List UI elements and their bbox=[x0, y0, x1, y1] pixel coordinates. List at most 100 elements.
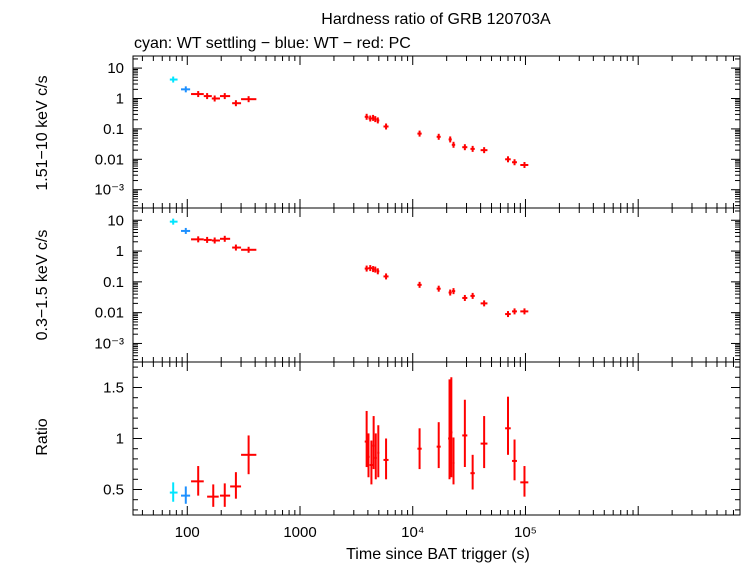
data-point bbox=[520, 466, 529, 497]
data-point bbox=[470, 145, 475, 152]
data-point bbox=[520, 308, 529, 315]
data-point bbox=[211, 95, 220, 102]
data-point bbox=[181, 86, 191, 93]
data-point bbox=[505, 156, 511, 163]
data-point bbox=[211, 237, 220, 244]
panel-frame bbox=[132, 55, 741, 209]
data-point bbox=[203, 236, 212, 243]
data-point bbox=[219, 93, 231, 100]
data-point bbox=[448, 289, 452, 296]
data-point bbox=[451, 141, 456, 148]
x-tick-label: 100 bbox=[175, 524, 200, 541]
data-point bbox=[372, 416, 375, 470]
data-point bbox=[367, 433, 370, 478]
data-point bbox=[480, 147, 488, 154]
data-point bbox=[203, 93, 212, 100]
y-tick-label: 0.01 bbox=[95, 151, 124, 168]
data-point bbox=[169, 76, 178, 83]
data-point bbox=[371, 266, 375, 273]
x-tick-label: 10⁴ bbox=[401, 524, 424, 541]
y-tick-label: 0.01 bbox=[95, 305, 124, 322]
x-tick-label: 1000 bbox=[283, 524, 316, 541]
data-point bbox=[470, 454, 475, 490]
data-point bbox=[191, 91, 204, 98]
y-tick-label: 10⁻³ bbox=[94, 182, 124, 199]
y-tick-label: 1 bbox=[116, 90, 124, 107]
y-tick-label: 1 bbox=[116, 431, 124, 448]
data-point bbox=[191, 466, 204, 496]
panel-frame bbox=[132, 207, 741, 363]
data-point bbox=[436, 285, 441, 292]
data-point bbox=[241, 96, 257, 103]
data-point bbox=[376, 268, 380, 275]
data-point bbox=[436, 422, 441, 469]
data-point bbox=[383, 123, 389, 130]
data-point bbox=[241, 246, 257, 253]
series-wt bbox=[181, 486, 191, 504]
data-point bbox=[207, 484, 219, 507]
y-tick-label: 1 bbox=[116, 243, 124, 260]
data-point bbox=[219, 235, 231, 242]
series-wt bbox=[181, 86, 191, 93]
y-axis-label-ratio: Ratio bbox=[34, 418, 51, 455]
y-axis-label-hard: 1.51−10 keV c/s bbox=[34, 75, 51, 190]
data-point bbox=[462, 399, 468, 468]
panel-soft: 10 1 0.1 0.01 10⁻³ bbox=[94, 207, 741, 363]
data-point bbox=[480, 300, 488, 307]
y-tick-label: 10⁻³ bbox=[94, 335, 124, 352]
data-point bbox=[470, 292, 475, 299]
data-point bbox=[374, 116, 377, 123]
data-point bbox=[512, 308, 517, 315]
series-wt_settling bbox=[169, 482, 178, 502]
data-point bbox=[369, 440, 374, 485]
data-point bbox=[169, 482, 178, 502]
data-point bbox=[505, 311, 511, 318]
data-point bbox=[181, 486, 191, 504]
data-point bbox=[377, 425, 380, 478]
data-point bbox=[371, 114, 375, 121]
y-tick-label: 10 bbox=[107, 60, 124, 77]
data-point bbox=[512, 439, 517, 481]
y-tick-label: 0.1 bbox=[103, 121, 124, 138]
x-tick-label: 10⁵ bbox=[514, 524, 537, 541]
data-point bbox=[417, 281, 422, 288]
data-point bbox=[383, 273, 389, 280]
data-point bbox=[181, 227, 191, 234]
series-pc bbox=[191, 377, 529, 507]
y-tick-label: 1.5 bbox=[103, 380, 124, 397]
data-point bbox=[520, 161, 529, 168]
data-point bbox=[368, 115, 372, 122]
series-pc bbox=[191, 91, 529, 168]
y-tick-label: 0.5 bbox=[103, 482, 124, 499]
data-point bbox=[452, 437, 455, 485]
data-point bbox=[512, 159, 517, 166]
y-tick-label: 10 bbox=[107, 212, 124, 229]
data-point bbox=[232, 100, 242, 107]
series-wt bbox=[181, 227, 191, 234]
series-wt_settling bbox=[169, 218, 178, 225]
data-point bbox=[462, 294, 468, 301]
data-point bbox=[230, 472, 242, 499]
data-point bbox=[450, 377, 453, 478]
data-point bbox=[376, 117, 380, 124]
data-point bbox=[417, 130, 422, 137]
data-point bbox=[436, 133, 441, 140]
data-point bbox=[451, 288, 456, 295]
data-point bbox=[368, 265, 372, 272]
data-point bbox=[374, 266, 377, 273]
chart-subtitle: cyan: WT settling − blue: WT − red: PC bbox=[134, 35, 411, 52]
data-point bbox=[374, 433, 377, 480]
panel-hard: 10 1 0.1 0.01 10⁻³ bbox=[94, 55, 741, 209]
data-point bbox=[505, 396, 511, 455]
data-point bbox=[480, 416, 488, 469]
y-tick-label: 0.1 bbox=[103, 274, 124, 291]
plot-layer: 10 1 0.1 0.01 10⁻³ 10 1 0.1 0.01 10⁻³ 1.5 1 0.5 100 10… bbox=[94, 55, 741, 541]
data-point bbox=[417, 428, 422, 470]
data-point bbox=[191, 236, 204, 243]
data-point bbox=[462, 144, 468, 151]
data-point bbox=[364, 265, 369, 272]
y-axis-label-soft: 0.3−1.5 keV c/s bbox=[34, 230, 51, 341]
data-point bbox=[448, 136, 452, 143]
chart-title: Hardness ratio of GRB 120703A bbox=[321, 11, 551, 28]
